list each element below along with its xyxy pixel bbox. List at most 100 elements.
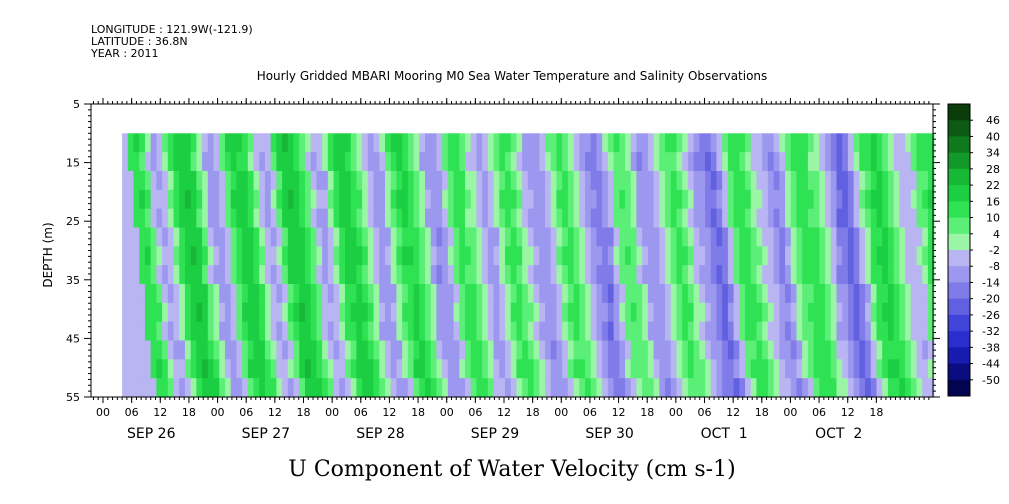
- heatmap-cell: [167, 189, 175, 210]
- heatmap-cell: [779, 378, 786, 398]
- heatmap-cell: [727, 283, 735, 304]
- heatmap-cell: [527, 246, 535, 266]
- heatmap-cell: [722, 265, 729, 285]
- heatmap-cell: [264, 265, 272, 285]
- heatmap-cell: [693, 302, 700, 323]
- heatmap-cell: [573, 378, 580, 398]
- heatmap-cell: [607, 265, 615, 285]
- heatmap-cell: [413, 208, 420, 229]
- heatmap-cell: [373, 265, 380, 285]
- heatmap-cell: [899, 340, 906, 360]
- heatmap-cell: [613, 208, 620, 229]
- heatmap-cell: [362, 170, 369, 191]
- heatmap-cell: [470, 246, 478, 266]
- heatmap-cell: [847, 170, 855, 191]
- heatmap-cell: [367, 265, 375, 285]
- heatmap-cell: [167, 133, 175, 153]
- heatmap-cell: [733, 133, 740, 153]
- heatmap-cell: [899, 152, 906, 172]
- heatmap-cell: [539, 302, 546, 323]
- heatmap-cell: [807, 359, 815, 379]
- heatmap-cell: [779, 189, 786, 210]
- heatmap-cell: [493, 189, 500, 210]
- heatmap-cell: [665, 283, 672, 304]
- heatmap-cell: [247, 283, 255, 304]
- heatmap-cell: [156, 378, 163, 398]
- heatmap-cell: [425, 152, 432, 172]
- heatmap-cell: [253, 170, 260, 191]
- heatmap-cell: [156, 340, 163, 360]
- heatmap-cell: [333, 302, 340, 323]
- heatmap-cell: [402, 321, 409, 342]
- heatmap-cell: [322, 208, 329, 229]
- heatmap-cell: [207, 283, 215, 304]
- colorbar-label: 34: [986, 147, 1000, 160]
- heatmap-cell: [550, 283, 558, 304]
- heatmap-cell: [796, 321, 803, 342]
- heatmap-cell: [596, 340, 603, 360]
- heatmap-cell: [304, 246, 312, 266]
- heatmap-cell: [356, 189, 363, 210]
- heatmap-cell: [179, 170, 186, 191]
- heatmap-cell: [516, 378, 523, 398]
- x-tick-label: 18: [869, 406, 883, 419]
- heatmap-cell: [893, 302, 900, 323]
- heatmap-cell: [659, 340, 666, 360]
- heatmap-cell: [699, 378, 706, 398]
- heatmap-cell: [316, 189, 323, 210]
- heatmap-cell: [579, 208, 586, 229]
- heatmap-cell: [762, 321, 769, 342]
- heatmap-cell: [144, 321, 152, 342]
- heatmap-cell: [653, 283, 660, 304]
- heatmap-cell: [162, 227, 169, 247]
- heatmap-cell: [236, 170, 243, 191]
- heatmap-cell: [322, 246, 329, 266]
- heatmap-cell: [562, 152, 569, 172]
- heatmap-cell: [407, 189, 415, 210]
- heatmap-cell: [219, 321, 226, 342]
- x-tick-label: 00: [669, 406, 683, 419]
- heatmap-cell: [647, 208, 655, 229]
- heatmap-cell: [162, 152, 169, 172]
- heatmap-cell: [190, 227, 197, 247]
- heatmap-cell: [282, 321, 289, 342]
- heatmap-cell: [865, 170, 872, 191]
- heatmap-cell: [156, 302, 163, 323]
- heatmap-cell: [756, 246, 763, 266]
- heatmap-cell: [316, 321, 323, 342]
- heatmap-cell: [224, 359, 232, 379]
- heatmap-cell: [670, 189, 678, 210]
- heatmap-cell: [167, 170, 175, 191]
- heatmap-cell: [562, 208, 569, 229]
- heatmap-cell: [539, 189, 546, 210]
- heatmap-cell: [327, 133, 335, 153]
- heatmap-cell: [299, 283, 306, 304]
- heatmap-cell: [184, 302, 192, 323]
- heatmap-cell: [327, 302, 335, 323]
- heatmap-cell: [344, 246, 352, 266]
- heatmap-cell: [482, 378, 489, 398]
- heatmap-cell: [773, 302, 780, 323]
- heatmap-cell: [356, 340, 363, 360]
- heatmap-cell: [602, 359, 609, 379]
- heatmap-cell: [905, 246, 912, 266]
- heatmap-cell: [756, 321, 763, 342]
- heatmap-cell: [819, 246, 826, 266]
- heatmap-cell: [184, 340, 192, 360]
- heatmap-cell: [790, 227, 798, 247]
- heatmap-cell: [287, 170, 295, 191]
- heatmap-cell: [779, 227, 786, 247]
- heatmap-cell: [585, 208, 592, 229]
- heatmap-cell: [367, 170, 375, 191]
- heatmap-cell: [693, 227, 700, 247]
- heatmap-cell: [607, 189, 615, 210]
- heatmap-cell: [539, 208, 546, 229]
- heatmap-cell: [150, 170, 157, 191]
- heatmap-cell: [362, 302, 369, 323]
- heatmap-cell: [150, 189, 157, 210]
- heatmap-cell: [133, 265, 140, 285]
- heatmap-cell: [493, 302, 500, 323]
- heatmap-cell: [790, 340, 798, 360]
- heatmap-cell: [333, 133, 340, 153]
- heatmap-cell: [304, 321, 312, 342]
